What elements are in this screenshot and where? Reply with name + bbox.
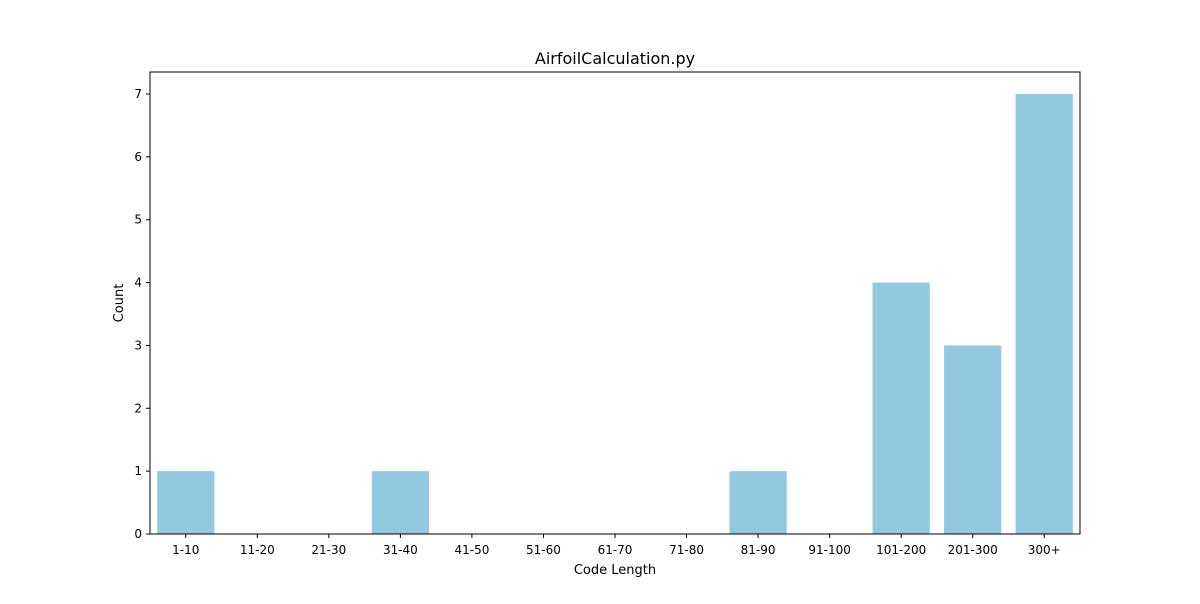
x-tick-label: 31-40 <box>383 543 418 557</box>
y-tick-label: 4 <box>134 276 142 290</box>
x-tick-label: 11-20 <box>240 543 275 557</box>
bar-81-90 <box>729 471 787 534</box>
x-tick-label: 101-200 <box>876 543 926 557</box>
y-axis-label: Count <box>112 284 127 323</box>
bar-1-10 <box>157 471 215 534</box>
y-tick-label: 6 <box>134 150 142 164</box>
x-axis-label: Code Length <box>574 563 656 578</box>
bar-300+ <box>1015 94 1073 534</box>
y-tick-label: 7 <box>134 87 142 101</box>
bar-31-40 <box>371 471 429 534</box>
x-tick-label: 41-50 <box>454 543 489 557</box>
x-tick-label: 1-10 <box>172 543 199 557</box>
x-tick-label: 91-100 <box>808 543 851 557</box>
x-tick-label: 300+ <box>1028 543 1061 557</box>
y-axis-ticks: 0 1 2 3 4 5 6 7 <box>134 87 150 541</box>
y-tick-label: 1 <box>134 464 142 478</box>
x-tick-label: 201-300 <box>948 543 998 557</box>
x-tick-label: 81-90 <box>741 543 776 557</box>
y-tick-label: 2 <box>134 401 142 415</box>
y-tick-label: 5 <box>134 213 142 227</box>
x-tick-label: 61-70 <box>598 543 633 557</box>
y-tick-label: 0 <box>134 527 142 541</box>
bars-layer <box>157 94 1073 534</box>
bar-101-200 <box>872 282 930 534</box>
x-tick-label: 71-80 <box>669 543 704 557</box>
x-tick-label: 51-60 <box>526 543 561 557</box>
bar-201-300 <box>944 345 1002 534</box>
y-tick-label: 3 <box>134 338 142 352</box>
plot-frame <box>149 71 1081 535</box>
chart-title: AirfoilCalculation.py <box>535 49 695 68</box>
x-tick-label: 21-30 <box>311 543 346 557</box>
x-axis-ticks: 1-10 11-20 21-30 31-40 41-50 51-60 61-70 71-80 8… <box>172 534 1061 557</box>
